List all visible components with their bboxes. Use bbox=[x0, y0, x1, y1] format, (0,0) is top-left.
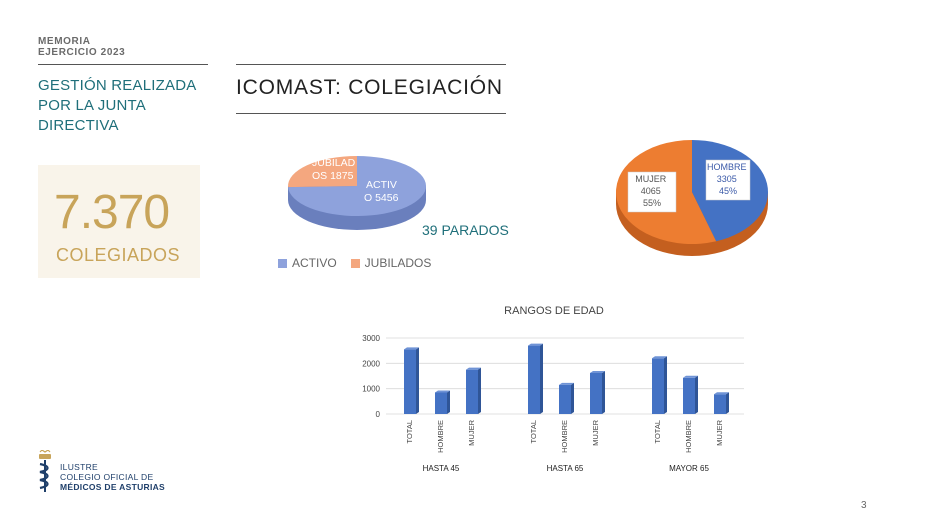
bar-chart-title: RANGOS DE EDAD bbox=[504, 305, 604, 317]
section-title-line1: GESTIÓN REALIZADA bbox=[38, 77, 197, 94]
bar-side bbox=[602, 370, 605, 414]
bar-top bbox=[683, 375, 698, 378]
bar-top bbox=[528, 343, 543, 346]
college-logo-icon bbox=[39, 450, 51, 492]
stat-value: 7.370 bbox=[54, 186, 170, 239]
pie-legend: ACTIVO JUBILADOS bbox=[278, 256, 431, 270]
bar-top bbox=[714, 392, 729, 395]
page-number: 3 bbox=[861, 500, 867, 511]
y-tick-label: 0 bbox=[376, 410, 381, 419]
x-category-label: HOMBRE bbox=[560, 420, 569, 453]
bar-side bbox=[447, 390, 450, 414]
legend-label: JUBILADOS bbox=[364, 256, 432, 270]
bar bbox=[714, 394, 726, 414]
college-name-line2: COLEGIO OFICIAL DE bbox=[60, 472, 154, 482]
bar bbox=[404, 349, 416, 414]
divider bbox=[38, 64, 208, 65]
bar-top bbox=[466, 367, 481, 370]
x-category-label: MUJER bbox=[591, 419, 600, 445]
bar bbox=[652, 358, 664, 414]
legend-label: ACTIVO bbox=[292, 256, 337, 270]
pie-chart-status: JUBILAD OS 1875 ACTIV O 5456 bbox=[288, 156, 426, 230]
group-label: MAYOR 65 bbox=[669, 464, 709, 473]
y-tick-label: 2000 bbox=[362, 359, 380, 368]
bar bbox=[590, 372, 602, 414]
bar-side bbox=[416, 347, 419, 414]
svg-text:MUJER 4065 55%: MUJER 4065 55% bbox=[635, 174, 669, 208]
bar bbox=[559, 384, 571, 414]
legend-item-jubilados: JUBILADOS bbox=[350, 256, 432, 270]
college-name: ILUSTRE COLEGIO OFICIAL DE MÉDICOS DE AS… bbox=[60, 462, 165, 492]
pie-label-hombre: HOMBRE 3305 45% bbox=[705, 159, 751, 201]
x-category-label: MUJER bbox=[467, 419, 476, 445]
x-category-label: TOTAL bbox=[529, 420, 538, 443]
report-header-line1: MEMORIA bbox=[38, 36, 91, 47]
x-category-label: HOMBRE bbox=[436, 420, 445, 453]
bar-top bbox=[590, 370, 605, 373]
pie-label-jubilados: JUBILAD OS 1875 bbox=[312, 157, 356, 182]
college-name-line3: MÉDICOS DE ASTURIAS bbox=[60, 482, 166, 492]
section-title-line3: DIRECTIVA bbox=[38, 117, 119, 134]
report-header: MEMORIA EJERCICIO 2023 bbox=[38, 36, 125, 58]
legend-swatch bbox=[350, 258, 360, 268]
pie-slice-activo bbox=[288, 156, 426, 216]
x-category-label: TOTAL bbox=[653, 420, 662, 443]
y-tick-label: 1000 bbox=[362, 385, 380, 394]
x-category-label: TOTAL bbox=[405, 420, 414, 443]
pie-slice-jubilados bbox=[288, 156, 357, 188]
bar bbox=[528, 345, 540, 414]
bar bbox=[466, 369, 478, 414]
section-title: GESTIÓN REALIZADA POR LA JUNTA DIRECTIVA bbox=[38, 76, 208, 136]
report-header-line2: EJERCICIO 2023 bbox=[38, 47, 126, 58]
section-title-line2: POR LA JUNTA bbox=[38, 97, 146, 114]
bar-side bbox=[664, 356, 667, 414]
bar-side bbox=[571, 382, 574, 414]
college-name-line1: ILUSTRE bbox=[60, 462, 98, 472]
x-category-label: HOMBRE bbox=[684, 420, 693, 453]
stat-label: COLEGIADOS bbox=[56, 245, 181, 265]
legend-item-activo: ACTIVO bbox=[278, 256, 337, 270]
bar-top bbox=[652, 356, 667, 359]
bar-side bbox=[478, 367, 481, 414]
divider bbox=[236, 113, 506, 114]
bar-top bbox=[404, 347, 419, 350]
pie-label-activo: ACTIV O 5456 bbox=[364, 179, 399, 204]
bar-chart-age: RANGOS DE EDAD 0 1000 2000 3000 TOTAL HOMBRE… bbox=[362, 305, 744, 473]
parados-note: 39 PARADOS bbox=[422, 222, 509, 238]
group-label: HASTA 65 bbox=[547, 464, 584, 473]
bar-top bbox=[435, 390, 450, 393]
bar bbox=[683, 377, 695, 414]
stat-card: 7.370 COLEGIADOS bbox=[38, 165, 200, 278]
legend-swatch bbox=[278, 258, 287, 268]
y-tick-label: 3000 bbox=[362, 334, 380, 343]
page-title: ICOMAST: COLEGIACIÓN bbox=[236, 76, 503, 99]
pie-chart-gender: MUJER 4065 55% HOMBRE 3305 45% bbox=[616, 140, 768, 256]
x-category-label: MUJER bbox=[715, 419, 724, 445]
group-label: HASTA 45 bbox=[423, 464, 460, 473]
bar bbox=[435, 392, 447, 414]
bar-top bbox=[559, 382, 574, 385]
pie-label-mujer: MUJER 4065 55% bbox=[627, 171, 677, 213]
bar-side bbox=[726, 392, 729, 414]
divider bbox=[236, 64, 506, 65]
svg-text:HOMBRE 3305 45%: HOMBRE 3305 45% bbox=[707, 162, 749, 196]
bar-side bbox=[540, 343, 543, 414]
bar-side bbox=[695, 375, 698, 414]
